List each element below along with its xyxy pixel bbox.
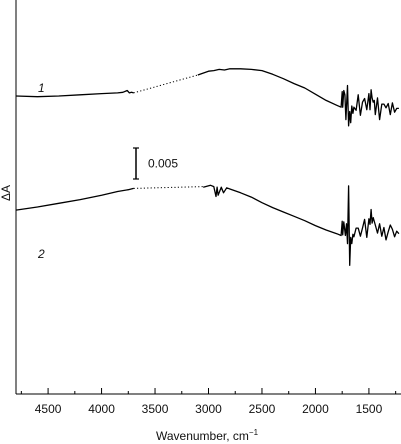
series-label-1: 1 [38, 81, 45, 95]
series-2-solid-segment-0 [15, 187, 134, 211]
x-axis-title: Wavenumber, cm−1 [156, 428, 259, 443]
scale-bar-label: 0.005 [148, 157, 178, 171]
series-1-dotted-segment-1 [133, 74, 198, 94]
x-tick-label-3000: 3000 [195, 402, 222, 416]
annotations-group: 1 2 0.005 [37, 81, 178, 261]
x-tick-label-2000: 2000 [302, 402, 329, 416]
scale-bar: 0.005 [133, 147, 178, 180]
series-1-solid-segment-2 [197, 68, 399, 127]
x-tick-label-1500: 1500 [356, 402, 383, 416]
series-label-2: 2 [37, 247, 45, 261]
series-2-solid-segment-2 [203, 184, 400, 266]
x-tick-label-3500: 3500 [142, 402, 169, 416]
x-tick-label-4500: 4500 [35, 402, 62, 416]
y-axis-title: ΔA [0, 185, 13, 201]
series-2 [15, 184, 400, 266]
series-1-solid-segment-0 [15, 89, 134, 98]
series-group [15, 68, 400, 266]
x-tick-label-2500: 2500 [249, 402, 276, 416]
series-1 [15, 68, 399, 127]
series-2-dotted-segment-1 [133, 186, 204, 189]
x-tick-label-4000: 4000 [88, 402, 115, 416]
